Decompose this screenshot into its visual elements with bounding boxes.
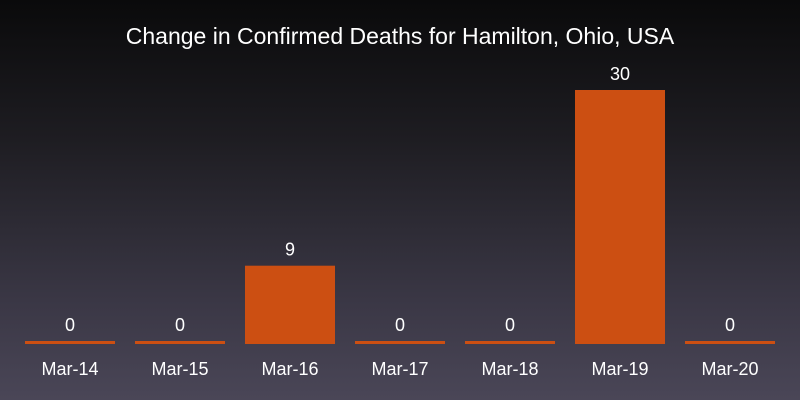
data-label-mar-19: 30 (610, 64, 630, 84)
x-tick-label-mar-14: Mar-14 (41, 359, 98, 379)
bars-group (25, 90, 775, 344)
data-label-mar-17: 0 (395, 315, 405, 335)
data-label-mar-16: 9 (285, 240, 295, 260)
data-label-mar-15: 0 (175, 315, 185, 335)
bar-mar-16 (245, 265, 335, 344)
x-tick-labels-group: Mar-14 Mar-15 Mar-16 Mar-17 Mar-18 Mar-19 Mar-… (41, 359, 758, 379)
x-tick-label-mar-19: Mar-19 (591, 359, 648, 379)
bar-mar-15 (135, 341, 225, 344)
bar-mar-20 (685, 341, 775, 344)
x-tick-label-mar-15: Mar-15 (151, 359, 208, 379)
data-label-mar-20: 0 (725, 315, 735, 335)
data-label-mar-18: 0 (505, 315, 515, 335)
chart-title: Change in Confirmed Deaths for Hamilton,… (126, 23, 675, 49)
bar-mar-19 (575, 90, 665, 344)
data-label-mar-14: 0 (65, 315, 75, 335)
data-labels-group: 0 0 9 0 0 30 0 (65, 64, 735, 335)
x-tick-label-mar-18: Mar-18 (481, 359, 538, 379)
bar-mar-14 (25, 341, 115, 344)
bar-mar-18 (465, 341, 555, 344)
bar-mar-17 (355, 341, 445, 344)
x-tick-label-mar-17: Mar-17 (371, 359, 428, 379)
x-tick-label-mar-20: Mar-20 (701, 359, 758, 379)
x-tick-label-mar-16: Mar-16 (261, 359, 318, 379)
